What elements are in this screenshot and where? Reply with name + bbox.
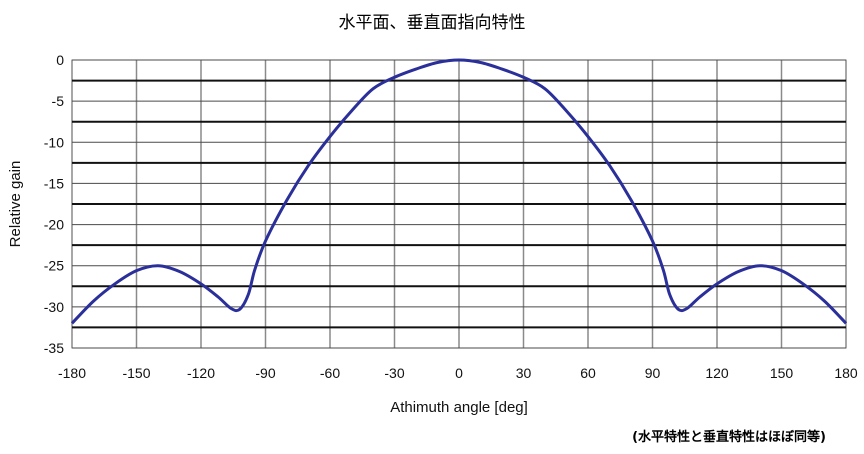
y-axis-label: Relative gain bbox=[7, 161, 24, 248]
x-tick-labels: -180 -150 -120 -90 -60 -30 0 30 60 90 120 150 180 bbox=[58, 365, 858, 381]
chart-note: (水平特性と垂直特性はほぼ同等) bbox=[632, 430, 826, 445]
x-tick-label: 120 bbox=[705, 365, 729, 381]
x-tick-label: -180 bbox=[58, 365, 86, 381]
x-tick-label: 150 bbox=[770, 365, 794, 381]
series-line bbox=[70, 58, 848, 325]
y-tick-label: -30 bbox=[44, 299, 64, 315]
x-tick-label: 180 bbox=[834, 365, 858, 381]
x-tick-label: -120 bbox=[187, 365, 215, 381]
y-tick-label: -20 bbox=[44, 217, 64, 233]
y-tick-label: -25 bbox=[44, 258, 64, 274]
x-axis-label: Athimuth angle [deg] bbox=[390, 399, 528, 416]
y-tick-label: -35 bbox=[44, 340, 64, 356]
chart-title: 水平面、垂直面指向特性 bbox=[338, 13, 526, 33]
x-tick-label: 30 bbox=[516, 365, 532, 381]
x-tick-label: -60 bbox=[320, 365, 340, 381]
x-tick-label: -30 bbox=[384, 365, 404, 381]
x-tick-label: 90 bbox=[645, 365, 661, 381]
y-tick-label: -5 bbox=[52, 93, 65, 109]
y-tick-label: 0 bbox=[56, 52, 64, 68]
horizontal-gridlines bbox=[72, 59, 846, 349]
x-tick-label: 60 bbox=[580, 365, 596, 381]
y-tick-label: -15 bbox=[44, 175, 64, 191]
x-tick-label: 0 bbox=[455, 365, 463, 381]
y-tick-labels: 0 -5 -10 -15 -20 -25 -30 -35 bbox=[44, 52, 64, 356]
y-tick-label: -10 bbox=[44, 134, 64, 150]
x-tick-label: -150 bbox=[122, 365, 150, 381]
x-tick-label: -90 bbox=[255, 365, 275, 381]
